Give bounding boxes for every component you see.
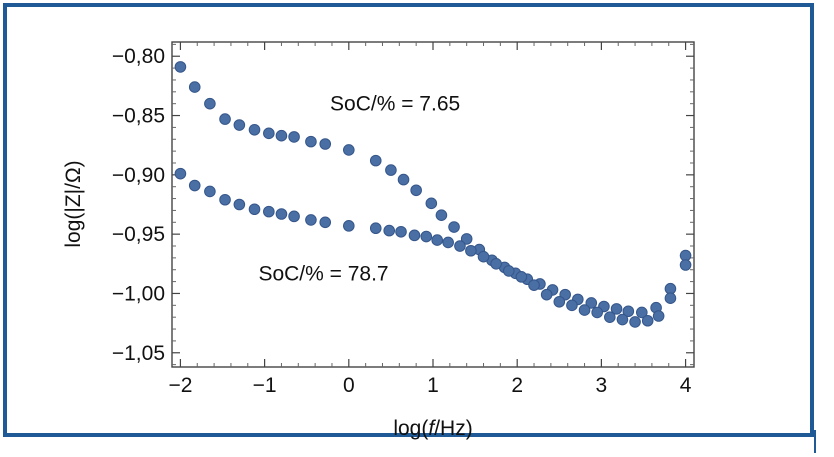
y-tick-label: −1,05 [112,342,165,365]
x-axis-title-f: f [428,417,436,440]
series-1-point [288,131,300,143]
series-2-point [369,222,382,235]
series-annotation: SoC/% = 7.65 [330,93,460,116]
x-tick-label: 2 [511,374,523,397]
series-2-point [465,244,477,257]
series-annotation: SoC/% = 78.7 [258,262,388,285]
series-2-point [343,220,355,232]
series-1-point [174,61,187,73]
series-2-point [540,288,553,301]
series-2-point [275,208,288,220]
y-tick-label: −0,80 [112,45,165,68]
x-axis-title-pre: log( [393,417,428,440]
series-1-point [636,306,648,319]
series-2-point [566,299,578,312]
series-1-point [425,197,438,210]
series-2-point [263,205,275,218]
series-2-point [219,193,231,206]
x-tick-label: 4 [680,374,692,397]
series-2-point [431,234,444,246]
series-2-point [477,250,490,263]
series-2-point [591,306,603,319]
series-2-point [319,216,332,229]
series-1-point [585,297,598,309]
series-1-point [385,164,397,176]
labels: −2 −1 0 1 2 3 4 −0,80 −0,85 −0,90 −0,95 −1,00 −1,05 S… [112,45,692,397]
series-1-point [248,123,261,136]
x-tick-label: 3 [596,374,608,397]
series-2-point [383,224,396,237]
x-axis-title: log(f/Hz) [393,417,472,440]
series-2-point [442,236,454,249]
y-tick-label: −0,95 [112,223,165,246]
y-tick-label: −0,85 [112,105,165,128]
series-2-point [420,230,433,243]
ticks [172,42,694,367]
series-2-point [641,314,654,327]
series-1-point [275,129,288,142]
series-2-point [204,185,216,198]
series-1-point [204,97,216,110]
series-1-point [188,81,201,93]
series-1-point [622,305,635,318]
series-1-point [448,221,460,233]
y-tick-label: −0,90 [112,164,165,187]
series-2-point [288,210,300,223]
series-2-point [652,310,665,322]
series-2-point [188,179,201,192]
series-2-point [578,304,591,316]
series-1-point [397,173,410,186]
y-axis-title: log(|Z|/Ω) [62,160,85,247]
x-tick-label: 1 [427,374,439,397]
series-2-point [664,292,677,305]
series-2-point [528,279,540,291]
series-2-point [679,259,692,271]
series-1-point [610,303,623,315]
series-2-point [604,311,616,323]
series-1-point [369,154,382,167]
series-2-point [616,313,629,326]
series-2-point [174,167,187,180]
data-points [174,61,692,328]
series-1-point [233,119,246,131]
series-2-point [515,271,528,283]
series-1-point [305,135,317,148]
frame-edge-mark [814,430,816,453]
figure-frame [3,3,814,437]
series-2-point [305,214,317,226]
series-1-point [263,127,275,140]
series-2-point [629,316,641,328]
series-2-point [454,240,466,252]
series-2-point [395,225,407,238]
x-axis-title-post: /Hz) [434,417,473,440]
series-1-point [435,209,448,221]
series-1-point [343,144,355,156]
y-tick-label: −1,00 [112,282,165,305]
series-2-point [248,203,261,216]
series-2-point [408,229,421,242]
series-1-point [319,138,332,150]
series-2-point [233,198,246,211]
series-1-point [219,113,231,125]
series-2-point [490,258,502,270]
x-tick-label: −1 [253,374,277,397]
x-tick-label: −2 [168,374,192,397]
series-2-point [502,265,515,277]
series-1-point [410,184,422,197]
series-2-point [553,295,566,308]
series-1-point [460,233,473,245]
x-tick-label: 0 [343,374,355,397]
